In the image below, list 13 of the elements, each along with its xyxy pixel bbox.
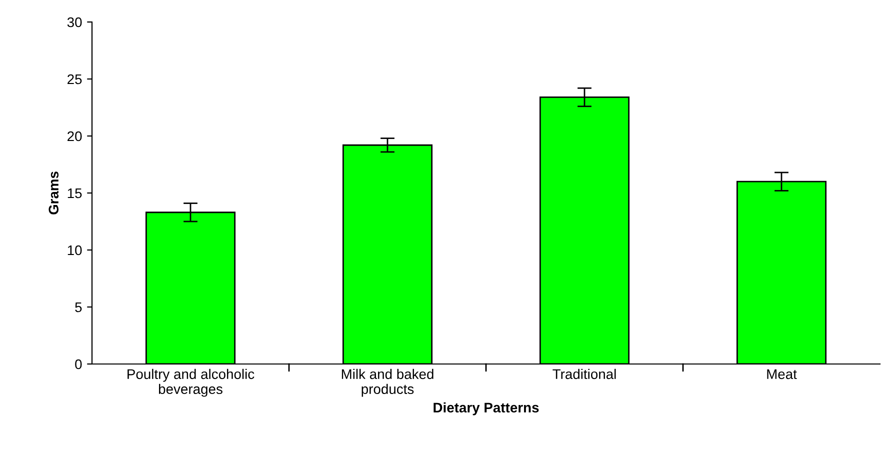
x-tick-label: Milk and baked products [342,368,434,397]
y-tick-label: 10 [68,245,82,256]
y-tick-label: 15 [68,188,82,198]
y-tick-label: 25 [68,74,82,84]
y-tick-label: 30 [67,17,82,28]
x-tick-label: Traditional [552,368,616,380]
x-tick-label: Meat [767,369,797,380]
x-axis-title: Dietary Patterns [434,402,539,416]
y-tick-label: 5 [75,302,82,312]
y-tick-label: 20 [68,131,82,142]
x-tick-label: Poultry and alcoholic beverages [128,368,254,397]
y-axis-title: Grams [48,172,59,214]
y-tick-label: 0 [75,359,82,370]
